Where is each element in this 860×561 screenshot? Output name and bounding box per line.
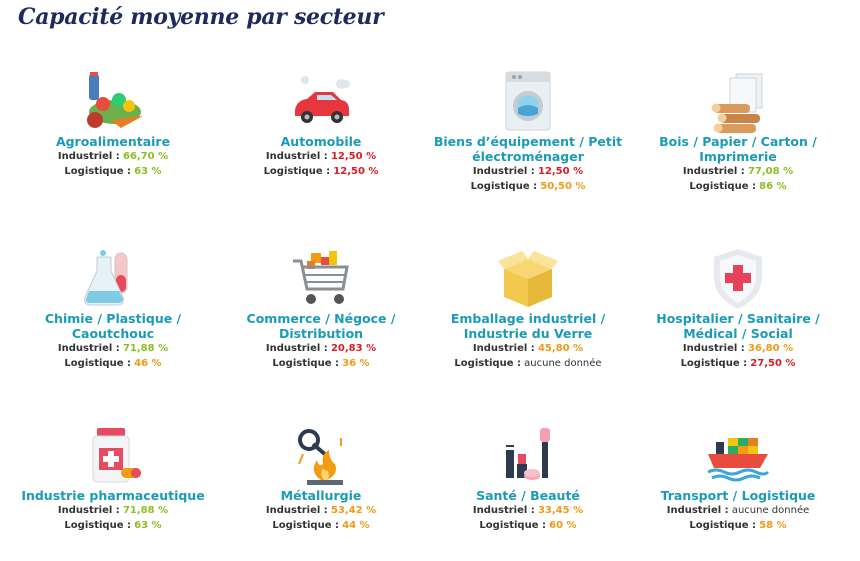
logistique-stat: Logistique : 63 % <box>64 166 162 177</box>
pill-bottle-icon <box>92 428 141 483</box>
sector-name: Santé / Beauté <box>476 488 580 503</box>
sector-name: Automobile <box>280 134 362 149</box>
industriel-stat: Industriel : 71,88 % <box>57 343 169 354</box>
sector-name: Hospitalier / Sanitaire / Médical / Soci… <box>656 311 820 341</box>
industriel-stat: Industriel : 12,50 % <box>472 166 584 177</box>
chemistry-flask-icon <box>84 250 128 306</box>
sector-name: Transport / Logistique <box>660 488 816 503</box>
logistique-stat: Logistique : 12,50 % <box>263 166 379 177</box>
industriel-stat: Industriel : aucune donnée <box>666 505 810 516</box>
sector-card-automobile: Automobile Industriel : 12,50 % Logistiq… <box>221 70 421 179</box>
sector-name: Biens d’équipement / Petit électroménage… <box>433 134 623 164</box>
sector-card-agroalimentaire: Agroalimentaire Industriel : 66,70 % Log… <box>13 70 213 179</box>
sector-name: Industrie pharmaceutique <box>21 488 205 503</box>
sector-card-transport: Transport / Logistique Industriel : aucu… <box>638 424 838 533</box>
industriel-stat: Industriel : 36,80 % <box>682 343 794 354</box>
industriel-stat: Industriel : 12,50 % <box>265 151 377 162</box>
box-icon <box>498 251 558 307</box>
sector-card-bois-papier: Bois / Papier / Carton / Imprimerie Indu… <box>638 70 838 194</box>
washing-machine-icon <box>505 71 551 131</box>
logistique-stat: Logistique : aucune donnée <box>454 358 602 369</box>
sector-card-hospitalier: Hospitalier / Sanitaire / Médical / Soci… <box>638 247 838 371</box>
sector-name: Bois / Papier / Carton / Imprimerie <box>659 134 817 164</box>
sector-name: Agroalimentaire <box>55 134 171 149</box>
sector-card-emballage: Emballage industriel / Industrie du Verr… <box>428 247 628 371</box>
industriel-stat: Industriel : 77,08 % <box>682 166 794 177</box>
sector-card-chimie: Chimie / Plastique / Caoutchouc Industri… <box>13 247 213 371</box>
logistique-stat: Logistique : 46 % <box>64 358 162 369</box>
medical-shield-icon <box>714 249 762 309</box>
car-icon <box>295 76 350 123</box>
industriel-stat: Industriel : 66,70 % <box>57 151 169 162</box>
logistique-stat: Logistique : 58 % <box>689 520 787 531</box>
logistique-stat: Logistique : 50,50 % <box>470 181 586 192</box>
wood-paper-icon <box>711 73 763 133</box>
industriel-stat: Industriel : 20,83 % <box>265 343 377 354</box>
logistique-stat: Logistique : 36 % <box>272 358 370 369</box>
sector-card-sante-beaute: Santé / Beauté Industriel : 33,45 % Logi… <box>428 424 628 533</box>
logistique-stat: Logistique : 86 % <box>689 181 787 192</box>
industriel-stat: Industriel : 45,80 % <box>472 343 584 354</box>
industriel-stat: Industriel : 33,45 % <box>472 505 584 516</box>
sector-name: Emballage industriel / Industrie du Verr… <box>450 311 606 341</box>
sector-name: Métallurgie <box>280 488 362 503</box>
sector-name: Chimie / Plastique / Caoutchouc <box>44 311 182 341</box>
logistique-stat: Logistique : 44 % <box>272 520 370 531</box>
logistique-stat: Logistique : 63 % <box>64 520 162 531</box>
industriel-stat: Industriel : 71,88 % <box>57 505 169 516</box>
sector-card-biens-equipement: Biens d’équipement / Petit électroménage… <box>428 70 628 194</box>
sector-card-commerce: Commerce / Négoce / Distribution Industr… <box>221 247 421 371</box>
cargo-ship-icon <box>707 438 770 482</box>
page-title: Capacité moyenne par secteur <box>18 4 384 30</box>
sector-card-metallurgie: Métallurgie Industriel : 53,42 % Logisti… <box>221 424 421 533</box>
sector-name: Commerce / Négoce / Distribution <box>246 311 396 341</box>
vegetables-icon <box>87 72 143 128</box>
logistique-stat: Logistique : 60 % <box>479 520 577 531</box>
metallurgy-flame-icon <box>298 429 343 485</box>
sector-card-pharmaceutique: Industrie pharmaceutique Industriel : 71… <box>13 424 213 533</box>
industriel-stat: Industriel : 53,42 % <box>265 505 377 516</box>
shopping-cart-icon <box>293 251 349 304</box>
cosmetics-icon <box>506 428 550 480</box>
logistique-stat: Logistique : 27,50 % <box>680 358 796 369</box>
